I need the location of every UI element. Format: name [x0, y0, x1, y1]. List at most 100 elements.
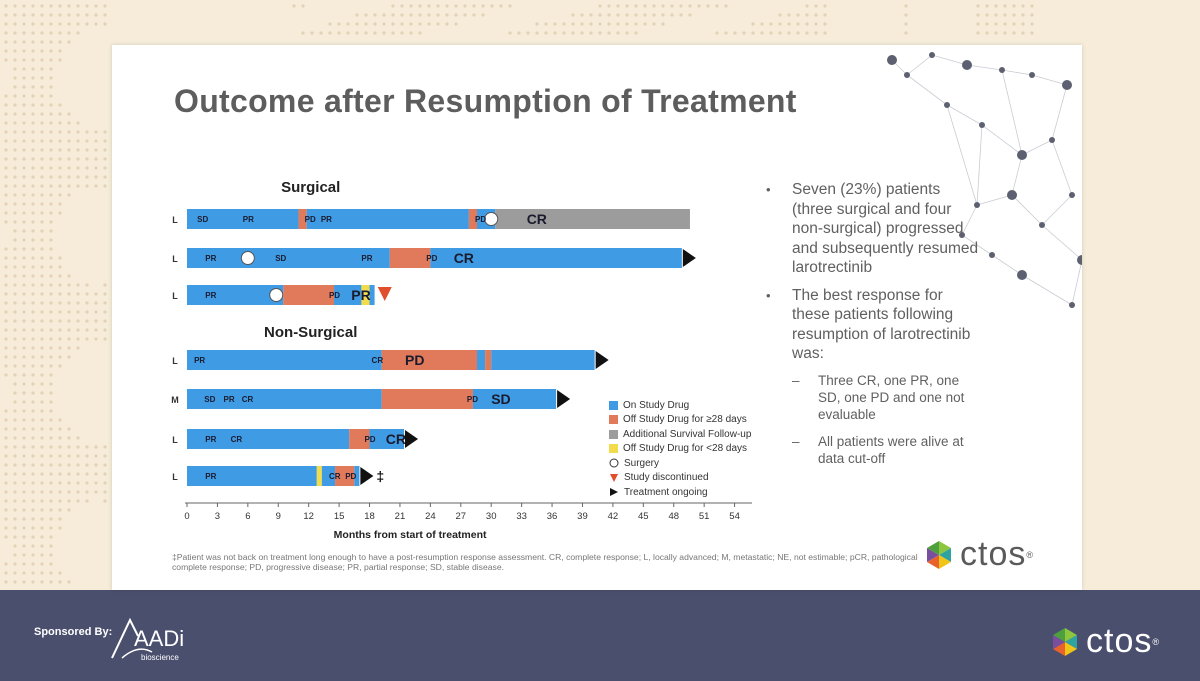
background-dot [76, 337, 80, 341]
background-dot [778, 13, 782, 17]
response-label: PR [243, 215, 254, 224]
background-dot [22, 499, 26, 503]
background-dot [13, 130, 17, 134]
background-dot [58, 22, 62, 26]
background-dot [4, 355, 8, 359]
footnote: ‡Patient was not back on treatment long … [172, 552, 918, 572]
background-dot [643, 22, 647, 26]
background-dot [22, 76, 26, 80]
background-dot [796, 22, 800, 26]
network-edge [1051, 84, 1068, 141]
bullet-item: • Seven (23%) patients (three surgical a… [760, 180, 980, 278]
background-dot [40, 22, 44, 26]
background-dot [40, 382, 44, 386]
background-dot [4, 274, 8, 278]
background-dot [31, 346, 35, 350]
background-dot [31, 580, 35, 584]
response-label: PD [467, 395, 478, 404]
bullet-list: • Seven (23%) patients (three surgical a… [760, 180, 980, 477]
background-dot [58, 301, 62, 305]
x-tick-label: 27 [456, 511, 467, 522]
legend-item: Additional Survival Follow-up [609, 427, 751, 442]
background-dot [40, 238, 44, 242]
sub-bullet-mark: – [792, 372, 800, 388]
background-dot [58, 112, 62, 116]
background-dot [49, 193, 53, 197]
background-dot [22, 22, 26, 26]
background-dot [22, 508, 26, 512]
network-edge [1021, 139, 1053, 156]
background-dot [22, 292, 26, 296]
background-dot [4, 148, 8, 152]
network-edge [991, 254, 1023, 276]
network-node [974, 202, 980, 208]
bar-segment [335, 466, 355, 486]
background-dot [634, 31, 638, 35]
background-dot [427, 4, 431, 8]
network-node [1077, 255, 1082, 265]
background-dot [31, 517, 35, 521]
network-edge [976, 124, 983, 206]
x-tick-label: 12 [303, 511, 314, 522]
background-dot [472, 4, 476, 8]
background-dot [31, 490, 35, 494]
x-tick-label: 51 [699, 511, 710, 522]
background-dot [76, 499, 80, 503]
background-dot [13, 508, 17, 512]
background-dot [58, 166, 62, 170]
background-dot [103, 157, 107, 161]
network-edge [1021, 274, 1073, 306]
network-node [999, 67, 1005, 73]
background-dot [454, 13, 458, 17]
background-dot [40, 373, 44, 377]
background-dot [22, 202, 26, 206]
background-dot [544, 22, 548, 26]
background-dot [85, 13, 89, 17]
background-dot [4, 535, 8, 539]
background-dot [4, 337, 8, 341]
background-dot [355, 13, 359, 17]
slide: Outcome after Resumption of Treatment Su… [112, 45, 1082, 590]
background-dot [49, 220, 53, 224]
background-dot [436, 22, 440, 26]
background-dot [4, 328, 8, 332]
background-dot [103, 490, 107, 494]
background-dot [31, 373, 35, 377]
background-dot [328, 22, 332, 26]
background-dot [13, 355, 17, 359]
patient-stage-label: L [172, 291, 178, 301]
background-dot [4, 463, 8, 467]
background-dot [787, 13, 791, 17]
x-tick-label: 6 [245, 511, 250, 522]
background-dot [4, 166, 8, 170]
background-dot [49, 409, 53, 413]
background-dot [571, 22, 575, 26]
background-dot [58, 499, 62, 503]
background-dot [76, 13, 80, 17]
background-dot [292, 4, 296, 8]
background-dot [76, 490, 80, 494]
background-dot [40, 391, 44, 395]
background-dot [58, 103, 62, 107]
background-dot [13, 175, 17, 179]
background-dot [796, 13, 800, 17]
background-dot [751, 31, 755, 35]
network-node [962, 60, 972, 70]
background-dot [76, 4, 80, 8]
background-dot [400, 13, 404, 17]
background-dot [1003, 13, 1007, 17]
network-edge [1011, 154, 1023, 196]
background-dot [103, 454, 107, 458]
background-dot [4, 175, 8, 179]
background-dot [562, 22, 566, 26]
background-dot [94, 13, 98, 17]
aadi-logo-text: AADi [134, 626, 184, 651]
background-dot [49, 445, 53, 449]
background-dot [31, 121, 35, 125]
bar-segment [472, 389, 557, 409]
response-label: SD [204, 395, 215, 404]
background-dot [103, 22, 107, 26]
network-node [1049, 137, 1055, 143]
treatment-ongoing-marker [595, 351, 609, 369]
background-dot [31, 445, 35, 449]
